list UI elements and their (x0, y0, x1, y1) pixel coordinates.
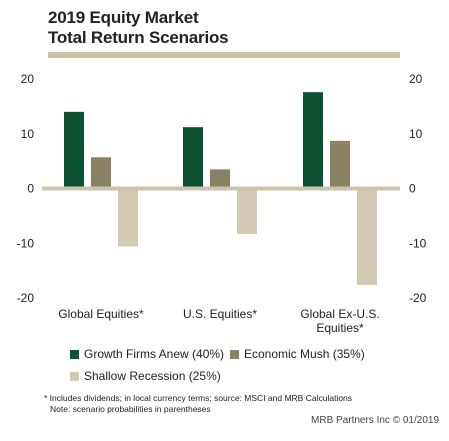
credit: MRB Partners Inc © 01/2019 (311, 415, 439, 426)
legend-swatch-mush (230, 349, 239, 359)
bar-s2-c2 (357, 188, 377, 285)
legend-swatch-growth (70, 349, 79, 359)
footnote-note: Note: scenario probabilities in parenthe… (50, 404, 211, 414)
legend-item-growth: Growth Firms Anew (40%) (70, 347, 224, 361)
legend-item-recession: Shallow Recession (25%) (70, 369, 221, 383)
y-tick-right-4: -20 (409, 291, 427, 305)
legend-label-mush: Economic Mush (35%) (244, 347, 365, 361)
y-tick-left-4: -20 (17, 291, 35, 305)
y-tick-left-0: 20 (21, 72, 35, 86)
x-tick-label-1-0: U.S. Equities* (183, 307, 257, 321)
bar-s0-c2 (303, 92, 323, 189)
bar-s1-c0 (91, 157, 111, 189)
y-tick-left-1: 10 (21, 127, 35, 141)
y-tick-right-3: -10 (409, 236, 427, 250)
legend-swatch-recession (70, 371, 79, 381)
bar-s0-c1 (183, 127, 203, 189)
y-tick-left-2: 0 (27, 182, 34, 196)
y-tick-right-1: 10 (409, 127, 423, 141)
footnote-sources: * Includes dividends; in local currency … (44, 393, 353, 403)
bar-s1-c2 (330, 140, 350, 189)
x-tick-label-2-1: Equities* (316, 321, 364, 335)
y-tick-left-3: -10 (17, 236, 35, 250)
y-tick-right-0: 20 (409, 72, 423, 86)
x-tick-label-2-0: Global Ex-U.S. (300, 307, 379, 321)
bar-s1-c1 (210, 169, 230, 189)
title-rule (48, 52, 400, 58)
legend-item-mush: Economic Mush (35%) (230, 347, 365, 361)
bar-s2-c0 (118, 188, 138, 247)
x-tick-label-0-0: Global Equities* (58, 307, 144, 321)
title-line-2: Total Return Scenarios (48, 28, 229, 47)
bar-s2-c1 (237, 188, 257, 234)
zero-baseline (42, 186, 400, 191)
legend-label-growth: Growth Firms Anew (40%) (84, 347, 225, 361)
chart-title: 2019 Equity Market Total Return Scenario… (48, 8, 229, 48)
y-tick-right-2: 0 (409, 182, 416, 196)
bar-s0-c0 (64, 111, 84, 189)
legend-label-recession: Shallow Recession (25%) (84, 369, 221, 383)
title-line-1: 2019 Equity Market (48, 8, 199, 27)
